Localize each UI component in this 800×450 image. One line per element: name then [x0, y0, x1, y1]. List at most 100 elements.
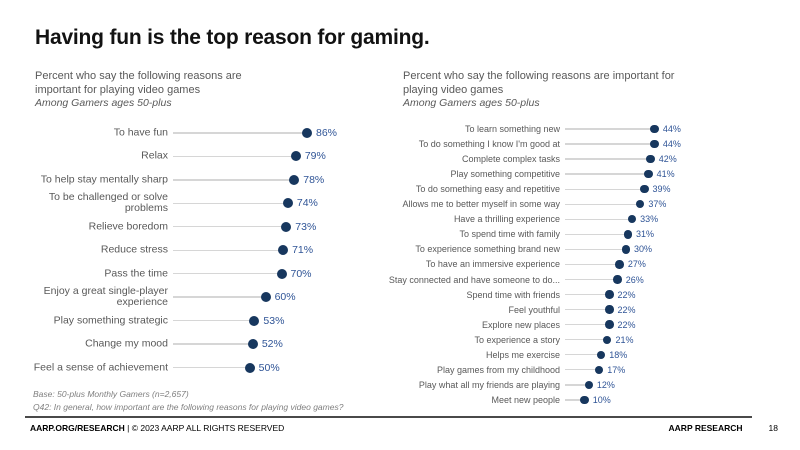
data-point-dot — [247, 339, 258, 350]
data-point-dot — [605, 290, 614, 299]
value-label: 10% — [592, 394, 611, 405]
data-point-dot — [603, 335, 612, 344]
category-label: To learn something new — [464, 124, 560, 134]
leader-line — [565, 308, 610, 311]
value-label: 86% — [315, 127, 337, 139]
category-label: To experience a story — [474, 334, 560, 345]
value-label: 18% — [609, 349, 628, 360]
footer-brand: AARP RESEARCH — [668, 423, 743, 433]
leader-line — [565, 323, 610, 326]
data-point-dot — [282, 198, 293, 209]
category-label: Play games from my childhood — [436, 364, 560, 375]
value-label: 27% — [627, 259, 646, 270]
category-label: To be challenged or solve problems — [48, 191, 168, 215]
leader-line — [565, 173, 649, 175]
leader-line — [173, 226, 287, 228]
leader-line — [565, 278, 618, 281]
footer-right: AARP RESEARCH 18 — [669, 423, 778, 433]
data-point-dot — [260, 292, 271, 303]
right-chart-title-line-2: playing video games — [403, 84, 504, 96]
left-chart-title-line-1: Percent who say the following reasons ar… — [35, 70, 242, 82]
leader-line — [173, 132, 307, 134]
category-label: To help stay mentally sharp — [40, 173, 168, 186]
category-label: Feel a sense of achievement — [33, 361, 168, 373]
leader-line — [565, 339, 608, 341]
value-label: 42% — [658, 154, 677, 165]
data-point-dot — [650, 124, 659, 134]
value-label: 39% — [652, 184, 671, 195]
footer-left: AARP.ORG/RESEARCH | © 2023 AARP ALL RIGH… — [30, 423, 284, 433]
data-point-dot — [605, 305, 614, 314]
value-label: 21% — [615, 334, 634, 345]
leader-line — [565, 399, 585, 401]
value-label: 22% — [617, 289, 636, 300]
left-chart-subtitle: Among Gamers ages 50-plus — [35, 97, 172, 109]
data-point-dot — [644, 169, 653, 179]
value-label: 73% — [295, 220, 317, 233]
category-label: To do something I know I'm good at — [418, 139, 560, 150]
value-label: 79% — [304, 150, 326, 163]
category-label: Play what all my friends are playing — [418, 379, 560, 390]
leader-line — [565, 354, 602, 356]
category-label: Reduce stress — [100, 243, 168, 256]
leader-line — [565, 293, 610, 296]
leader-line — [565, 384, 589, 386]
category-label: To have fun — [113, 126, 168, 139]
category-label: Relieve boredom — [88, 220, 168, 233]
left-chart-plot: To have fun 86% Relax 79% To help stay menta… — [30, 120, 395, 386]
data-point-dot — [584, 380, 593, 390]
footer-divider — [25, 416, 752, 418]
footnotes: Base: 50-plus Monthly Gamers (n=2,657) Q… — [33, 388, 343, 414]
category-label: Explore new places — [481, 319, 560, 330]
data-point-dot — [278, 245, 289, 256]
value-label: 71% — [292, 244, 314, 257]
data-point-dot — [621, 245, 630, 254]
value-label: 74% — [296, 197, 318, 210]
data-point-dot — [289, 174, 300, 185]
data-point-dot — [615, 260, 624, 269]
category-label: To do something easy and repetitive — [415, 184, 560, 195]
category-label: Play something competitive — [450, 169, 560, 180]
category-label: Enjoy a great single-player experience — [43, 285, 168, 309]
category-label: Spend time with friends — [466, 289, 560, 300]
category-label: Have a thrilling experience — [453, 214, 560, 225]
data-point-dot — [249, 315, 260, 326]
leader-line — [565, 218, 632, 220]
value-label: 22% — [617, 319, 636, 330]
category-label: To spend time with family — [459, 229, 560, 240]
leader-line — [173, 296, 266, 298]
footnote-base: Base: 50-plus Monthly Gamers (n=2,657) — [33, 389, 189, 399]
category-label: Pass the time — [104, 267, 168, 280]
category-label: Feel youthful — [508, 304, 560, 315]
data-point-dot — [646, 154, 655, 164]
leader-line — [173, 343, 253, 345]
value-label: 33% — [640, 214, 659, 225]
right-chart-plot: To learn something new 44% To do something… — [389, 121, 798, 407]
footer-site-label: AARP.ORG/RESEARCH — [30, 423, 125, 433]
left-chart-header: Percent who say the following reasons ar… — [35, 69, 365, 110]
category-label: Allows me to better myself in some way — [402, 199, 560, 210]
value-label: 53% — [263, 314, 285, 327]
data-point-dot — [281, 221, 292, 232]
leader-line — [173, 366, 250, 369]
data-point-dot — [596, 350, 606, 359]
leader-line — [565, 233, 628, 236]
category-label: Play something strategic — [53, 314, 168, 327]
data-point-dot — [301, 128, 312, 138]
value-label: 30% — [634, 244, 653, 255]
category-label: Stay connected and have someone to do... — [388, 274, 560, 285]
page-number: 18 — [768, 423, 778, 433]
data-point-dot — [623, 230, 633, 239]
leader-line — [565, 158, 651, 160]
leader-line — [173, 155, 296, 158]
category-label: Change my mood — [85, 337, 168, 350]
slide-footer: AARP.ORG/RESEARCH | © 2023 AARP ALL RIGH… — [30, 423, 778, 433]
footer-copyright: | © 2023 AARP ALL RIGHTS RESERVED — [124, 423, 285, 433]
value-label: 44% — [662, 124, 681, 134]
value-label: 26% — [625, 274, 644, 285]
data-point-dot — [627, 215, 637, 224]
data-point-dot — [580, 395, 589, 405]
value-label: 44% — [662, 139, 681, 150]
data-point-dot — [276, 268, 287, 279]
